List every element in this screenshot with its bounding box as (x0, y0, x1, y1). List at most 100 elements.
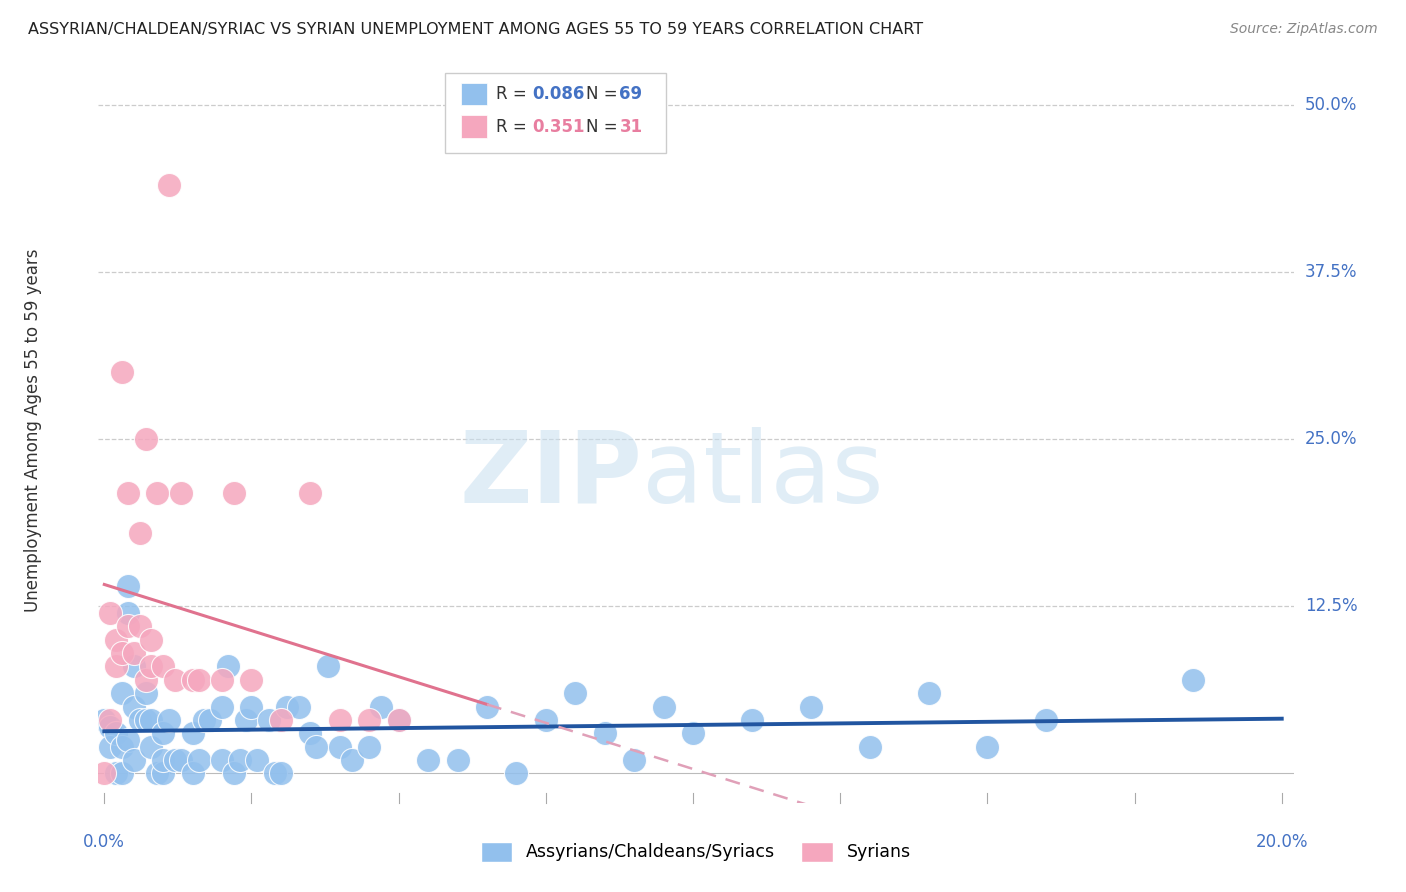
Point (105, 632, 128, 647)
Text: Source: ZipAtlas.com: Source: ZipAtlas.com (1230, 22, 1378, 37)
Point (211, 699, 233, 714)
Point (134, 713, 156, 727)
Point (152, 726, 174, 740)
Point (257, 713, 280, 727)
Text: atlas: atlas (643, 426, 884, 524)
FancyBboxPatch shape (446, 73, 666, 153)
Point (141, 713, 163, 727)
Point (228, 753, 250, 767)
Point (264, 766, 287, 780)
Point (181, 766, 204, 780)
Point (1035, 713, 1057, 727)
Point (152, 753, 174, 767)
Point (593, 726, 616, 740)
Text: 0.351: 0.351 (533, 118, 585, 136)
Point (98, 606, 121, 620)
Point (93, 766, 115, 780)
Point (111, 686, 134, 700)
Point (93, 713, 115, 727)
Point (128, 713, 150, 727)
Point (299, 485, 322, 500)
Point (222, 766, 245, 780)
Point (222, 485, 245, 500)
Point (329, 713, 352, 727)
Point (141, 659, 163, 673)
Point (117, 733, 139, 747)
Text: 50.0%: 50.0% (1305, 95, 1357, 114)
Text: ZIP: ZIP (460, 426, 643, 524)
Point (359, 739, 381, 754)
Point (117, 619, 139, 633)
Point (534, 713, 557, 727)
Point (682, 726, 704, 740)
Point (240, 673, 263, 687)
Text: R =: R = (496, 85, 533, 103)
Point (1182, 673, 1205, 687)
Point (299, 726, 322, 740)
Text: 69: 69 (620, 85, 643, 103)
Point (134, 673, 156, 687)
Point (117, 606, 139, 620)
Point (98, 739, 121, 754)
Point (152, 766, 174, 780)
Point (246, 753, 269, 767)
Point (181, 726, 204, 740)
Point (917, 686, 939, 700)
Point (122, 753, 145, 767)
Point (388, 713, 411, 727)
Point (193, 713, 215, 727)
Point (111, 766, 134, 780)
Point (416, 753, 439, 767)
Point (340, 753, 363, 767)
Text: 37.5%: 37.5% (1305, 263, 1357, 281)
Text: N =: N = (586, 118, 623, 136)
Point (270, 766, 292, 780)
Point (276, 699, 298, 714)
Point (564, 686, 586, 700)
Point (623, 753, 645, 767)
Point (105, 726, 128, 740)
Point (359, 713, 381, 727)
Point (370, 699, 392, 714)
Text: ASSYRIAN/CHALDEAN/SYRIAC VS SYRIAN UNEMPLOYMENT AMONG AGES 55 TO 59 YEARS CORREL: ASSYRIAN/CHALDEAN/SYRIAC VS SYRIAN UNEMP… (28, 22, 924, 37)
FancyBboxPatch shape (461, 83, 486, 105)
Point (98, 720, 121, 734)
Text: 25.0%: 25.0% (1305, 430, 1357, 448)
Point (163, 673, 186, 687)
Point (187, 673, 209, 687)
Point (111, 739, 134, 754)
Point (163, 753, 186, 767)
Point (111, 365, 134, 379)
Point (117, 485, 139, 500)
Point (105, 659, 128, 673)
Point (128, 525, 150, 540)
Point (316, 659, 339, 673)
Point (98, 713, 121, 727)
Text: 0.0%: 0.0% (83, 833, 125, 851)
Point (388, 713, 411, 727)
Point (211, 673, 233, 687)
Point (170, 485, 193, 500)
Point (122, 699, 145, 714)
Point (105, 766, 128, 780)
Text: 12.5%: 12.5% (1305, 598, 1357, 615)
Point (152, 659, 174, 673)
Point (305, 739, 328, 754)
Point (287, 699, 309, 714)
Point (141, 632, 163, 647)
Point (200, 713, 222, 727)
Text: N =: N = (586, 85, 623, 103)
Point (157, 713, 180, 727)
Point (134, 432, 156, 446)
Point (141, 739, 163, 754)
Point (117, 579, 139, 593)
Text: R =: R = (496, 118, 533, 136)
Text: 31: 31 (620, 118, 643, 136)
Point (211, 753, 233, 767)
Point (800, 699, 823, 714)
Point (134, 686, 156, 700)
Point (146, 485, 169, 500)
Point (976, 739, 998, 754)
Point (128, 619, 150, 633)
Point (329, 739, 352, 754)
